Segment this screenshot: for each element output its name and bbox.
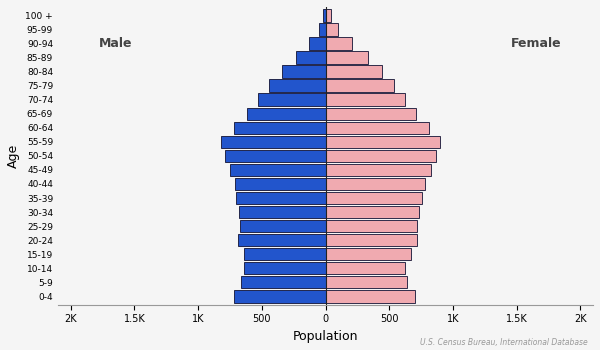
Bar <box>326 79 394 92</box>
Bar <box>241 276 326 288</box>
Bar <box>326 248 411 260</box>
Bar <box>319 23 326 36</box>
Text: Female: Female <box>511 37 561 50</box>
Bar <box>221 136 326 148</box>
X-axis label: Population: Population <box>293 330 358 343</box>
Bar <box>326 23 338 36</box>
Bar <box>269 79 326 92</box>
Bar <box>326 262 404 274</box>
Bar <box>326 107 416 120</box>
Bar <box>326 121 429 134</box>
Bar <box>235 178 326 190</box>
Bar <box>326 37 352 50</box>
Bar <box>326 51 368 64</box>
Text: Male: Male <box>98 37 132 50</box>
Bar <box>326 206 419 218</box>
Bar <box>326 65 382 78</box>
Bar <box>296 51 326 64</box>
Bar <box>326 290 415 302</box>
Bar <box>323 9 326 22</box>
Bar <box>236 192 326 204</box>
Bar <box>230 164 326 176</box>
Bar <box>247 107 326 120</box>
Bar <box>326 136 440 148</box>
Bar <box>326 164 431 176</box>
Text: U.S. Census Bureau, International Database: U.S. Census Bureau, International Databa… <box>420 337 588 346</box>
Bar <box>282 65 326 78</box>
Bar <box>234 121 326 134</box>
Bar <box>240 220 326 232</box>
Bar <box>326 276 407 288</box>
Bar <box>234 290 326 302</box>
Bar <box>238 234 326 246</box>
Bar <box>225 150 326 162</box>
Bar <box>326 192 422 204</box>
Bar <box>244 248 326 260</box>
Bar <box>309 37 326 50</box>
Bar <box>326 220 417 232</box>
Bar <box>326 178 425 190</box>
Bar <box>258 93 326 106</box>
Y-axis label: Age: Age <box>7 144 20 168</box>
Bar <box>326 93 404 106</box>
Bar <box>326 150 436 162</box>
Bar <box>326 234 417 246</box>
Bar <box>239 206 326 218</box>
Bar <box>244 262 326 274</box>
Bar <box>326 9 331 22</box>
